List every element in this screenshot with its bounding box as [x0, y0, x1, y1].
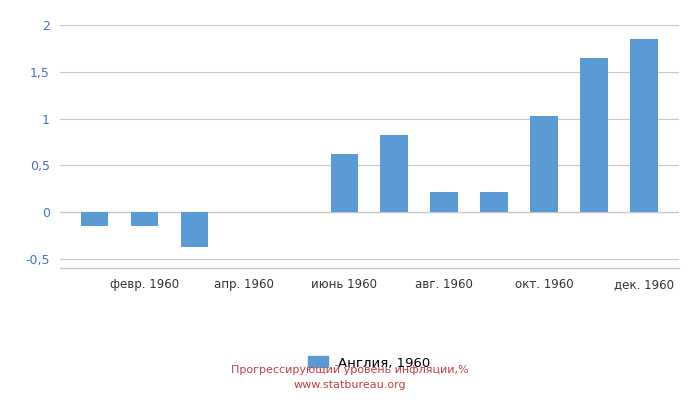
Bar	[430, 192, 458, 212]
Bar	[80, 212, 108, 226]
Bar	[480, 192, 508, 212]
Legend: Англия, 1960: Англия, 1960	[302, 351, 436, 375]
Text: Прогрессирующий уровень инфляции,%
www.statbureau.org: Прогрессирующий уровень инфляции,% www.s…	[231, 365, 469, 390]
Bar	[580, 58, 608, 212]
Bar	[381, 136, 408, 212]
Bar	[330, 154, 358, 212]
Bar	[630, 39, 658, 212]
Bar	[131, 212, 158, 226]
Bar	[181, 212, 208, 248]
Bar	[531, 116, 558, 212]
